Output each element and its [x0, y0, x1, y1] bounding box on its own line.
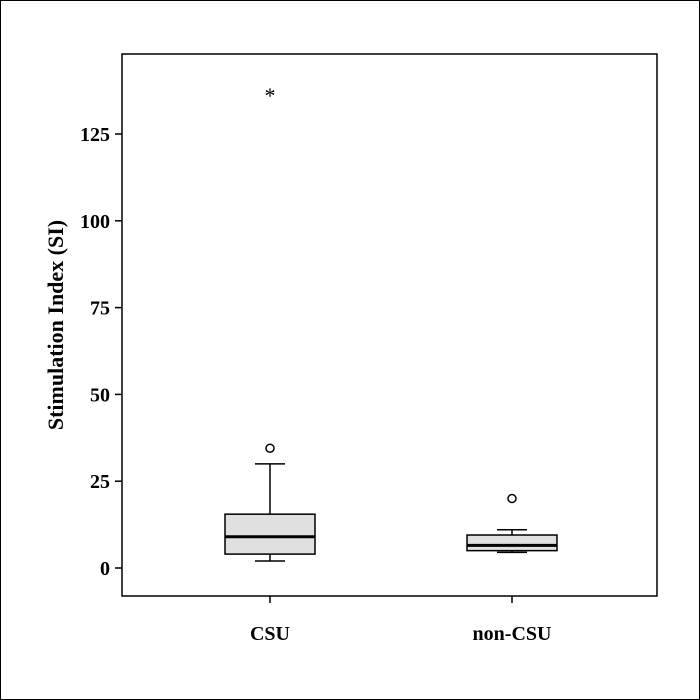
- outlier-point: [265, 443, 275, 453]
- y-axis-title: Stimulation Index (SI): [43, 220, 68, 430]
- plot-area: [121, 53, 658, 597]
- box-csu: *: [224, 83, 316, 562]
- x-tick-label: non-CSU: [473, 623, 552, 645]
- box-non-csu: [466, 493, 558, 554]
- x-axis: CSU non-CSU: [250, 596, 551, 645]
- y-tick-label: 75: [90, 298, 110, 320]
- y-tick-label: 25: [90, 471, 110, 493]
- outlier-point: [507, 493, 517, 504]
- boxes: *: [224, 83, 558, 562]
- y-tick-label: 50: [90, 384, 110, 406]
- y-tick-label: 0: [100, 558, 110, 580]
- extreme-point: *: [265, 83, 276, 108]
- iqr-box: [224, 513, 316, 555]
- y-tick-label: 100: [80, 211, 110, 233]
- x-tick-label: CSU: [250, 623, 290, 645]
- y-tick-label: 125: [80, 124, 110, 146]
- y-axis: 0 25 50 75 100 125: [80, 124, 122, 580]
- iqr-box: [466, 534, 558, 552]
